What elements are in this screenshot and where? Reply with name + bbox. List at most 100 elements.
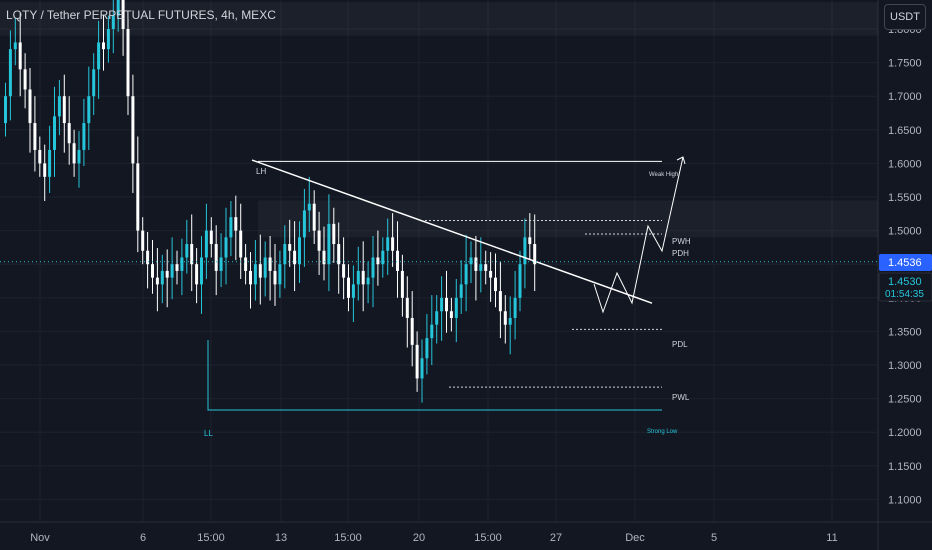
time-tick-label: Nov <box>30 532 50 544</box>
candle-body <box>209 230 213 245</box>
time-tick-label: Dec <box>625 532 645 544</box>
candle-body <box>43 163 47 177</box>
candle-body <box>342 264 346 278</box>
price-tick-label: 1.1500 <box>888 461 922 473</box>
candle-body <box>273 270 277 285</box>
candle-body <box>278 264 282 285</box>
candle-body <box>38 149 42 164</box>
countdown-label: 01:54:35 <box>885 289 924 300</box>
candle-body <box>302 210 306 238</box>
candle-body <box>322 250 326 265</box>
candle-body <box>67 123 71 144</box>
candle-body <box>195 264 199 285</box>
supply-zone <box>0 2 878 36</box>
candle-body <box>454 297 458 318</box>
candle-body <box>190 244 194 265</box>
annotation-label: PDL <box>672 340 688 349</box>
candle-body <box>513 297 517 318</box>
candle-body <box>116 0 120 16</box>
candle-body <box>136 163 140 231</box>
candle-body <box>170 264 174 278</box>
candle-body <box>155 277 159 285</box>
candle-body <box>351 284 355 298</box>
candle-body <box>479 264 483 271</box>
candle-body <box>258 264 262 278</box>
candle-body <box>249 270 252 285</box>
candle-body <box>4 96 7 124</box>
candle-body <box>464 264 468 285</box>
strong-low-line <box>207 340 662 411</box>
candle-body <box>229 217 233 238</box>
candle-body <box>263 257 267 278</box>
price-tick-label: 1.3500 <box>888 326 922 338</box>
annotation-label: Strong Low <box>647 429 678 435</box>
annotation-label: PDH <box>672 249 689 258</box>
projection-path <box>593 156 684 314</box>
annotation-label: PWH <box>672 237 691 246</box>
candle-body <box>484 264 488 271</box>
candle-body <box>312 203 316 231</box>
annotation-label: LL <box>204 429 213 438</box>
price-tick-label: 1.3000 <box>888 360 922 372</box>
candle-body <box>126 29 130 97</box>
trendline <box>251 159 653 304</box>
candle-body <box>523 237 527 265</box>
candle-body <box>180 257 184 271</box>
symbol-title: LQTY / Tether PERPETUAL FUTURES, 4h, MEX… <box>6 8 276 22</box>
candle-body <box>200 257 203 285</box>
candle-body <box>449 311 453 318</box>
candle-body <box>28 89 32 124</box>
candle-body <box>396 250 399 271</box>
candle-body <box>97 42 101 70</box>
candle-body <box>57 96 61 117</box>
annotation-label: Weak High <box>649 172 678 178</box>
candle-body <box>503 311 507 325</box>
candle-body <box>518 264 522 298</box>
candle-body <box>337 244 341 265</box>
candle-body <box>474 257 478 271</box>
time-tick-label: 13 <box>275 532 287 544</box>
price-tick-label: 1.7500 <box>888 58 922 70</box>
candle-body <box>425 338 429 359</box>
time-tick-label: 5 <box>711 532 717 544</box>
candle-body <box>244 257 248 271</box>
candle-body <box>288 244 292 251</box>
resistance-zone <box>258 200 878 238</box>
candle-body <box>48 149 52 177</box>
time-tick-label: 15:00 <box>474 532 502 544</box>
candle-body <box>371 257 375 278</box>
price-tick-label: 1.1000 <box>888 494 922 506</box>
candle-body <box>239 230 243 258</box>
candle-body <box>361 270 365 285</box>
price-tick-label: 1.2000 <box>888 427 922 439</box>
candle-body <box>102 42 105 50</box>
candle-body <box>121 0 125 29</box>
candle-body <box>253 264 257 285</box>
candle-body <box>204 230 208 258</box>
candle-body <box>293 250 297 265</box>
candle-body <box>214 244 218 271</box>
candle-body <box>317 230 321 251</box>
candle-body <box>146 250 150 265</box>
candle-body <box>386 237 390 251</box>
candle-body <box>160 270 164 285</box>
candle-body <box>410 317 414 345</box>
currency-button[interactable]: USDT <box>884 4 926 30</box>
candle-body <box>92 69 96 97</box>
current-price-badge <box>878 272 932 302</box>
candle-body <box>62 96 66 124</box>
current-price-label: 1.4530 <box>888 276 922 288</box>
price-tick-label: 1.7000 <box>888 91 922 103</box>
candle-body <box>298 237 301 265</box>
candle-body <box>18 42 22 70</box>
candle-body <box>347 277 350 298</box>
candle-body <box>165 270 169 278</box>
candle-body <box>268 257 272 271</box>
candle-body <box>469 257 473 265</box>
candle-body <box>224 237 228 258</box>
candle-body <box>400 270 404 298</box>
candle-body <box>366 277 370 285</box>
candle-body <box>82 123 86 150</box>
